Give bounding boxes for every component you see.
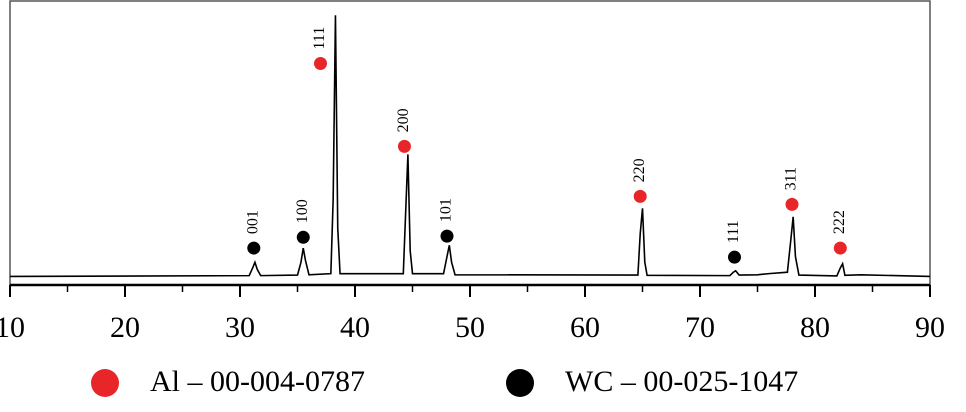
x-tick-label: 80 xyxy=(800,311,830,344)
peak-label: 222 xyxy=(831,210,848,234)
plot-frame xyxy=(9,0,931,286)
peak-label: 001 xyxy=(244,210,261,234)
peak-label: 111 xyxy=(725,220,742,243)
x-tick-label: 20 xyxy=(110,311,140,344)
phase-marker xyxy=(833,241,847,255)
legend-label: Al – 00-004-0787 xyxy=(150,365,365,398)
peak-label: 100 xyxy=(294,199,311,223)
x-tick-label: 90 xyxy=(915,311,945,344)
legend-symbol xyxy=(506,369,534,397)
phase-marker xyxy=(247,241,261,255)
phase-marker xyxy=(296,230,310,244)
x-tick-label: 30 xyxy=(225,311,255,344)
phase-marker xyxy=(785,197,799,211)
legend-label: WC – 00-025-1047 xyxy=(565,365,798,398)
legend-symbol xyxy=(91,369,119,397)
phase-marker xyxy=(397,139,411,153)
peak-label: 101 xyxy=(438,198,455,222)
phase-marker xyxy=(314,56,327,70)
phase-marker xyxy=(440,229,454,243)
x-tick-label: 60 xyxy=(570,311,600,344)
phase-marker xyxy=(728,250,741,264)
peak-label: 200 xyxy=(395,108,412,132)
x-tick-label: 50 xyxy=(455,311,485,344)
spectrum-line xyxy=(9,15,931,278)
x-tick-label: 10 xyxy=(0,311,25,344)
peak-label: 111 xyxy=(311,27,328,50)
peak-label: 311 xyxy=(783,167,800,190)
peak-label: 220 xyxy=(631,158,648,182)
phase-marker xyxy=(633,189,647,203)
x-tick-label: 40 xyxy=(340,311,370,344)
x-tick-label: 70 xyxy=(685,311,715,344)
